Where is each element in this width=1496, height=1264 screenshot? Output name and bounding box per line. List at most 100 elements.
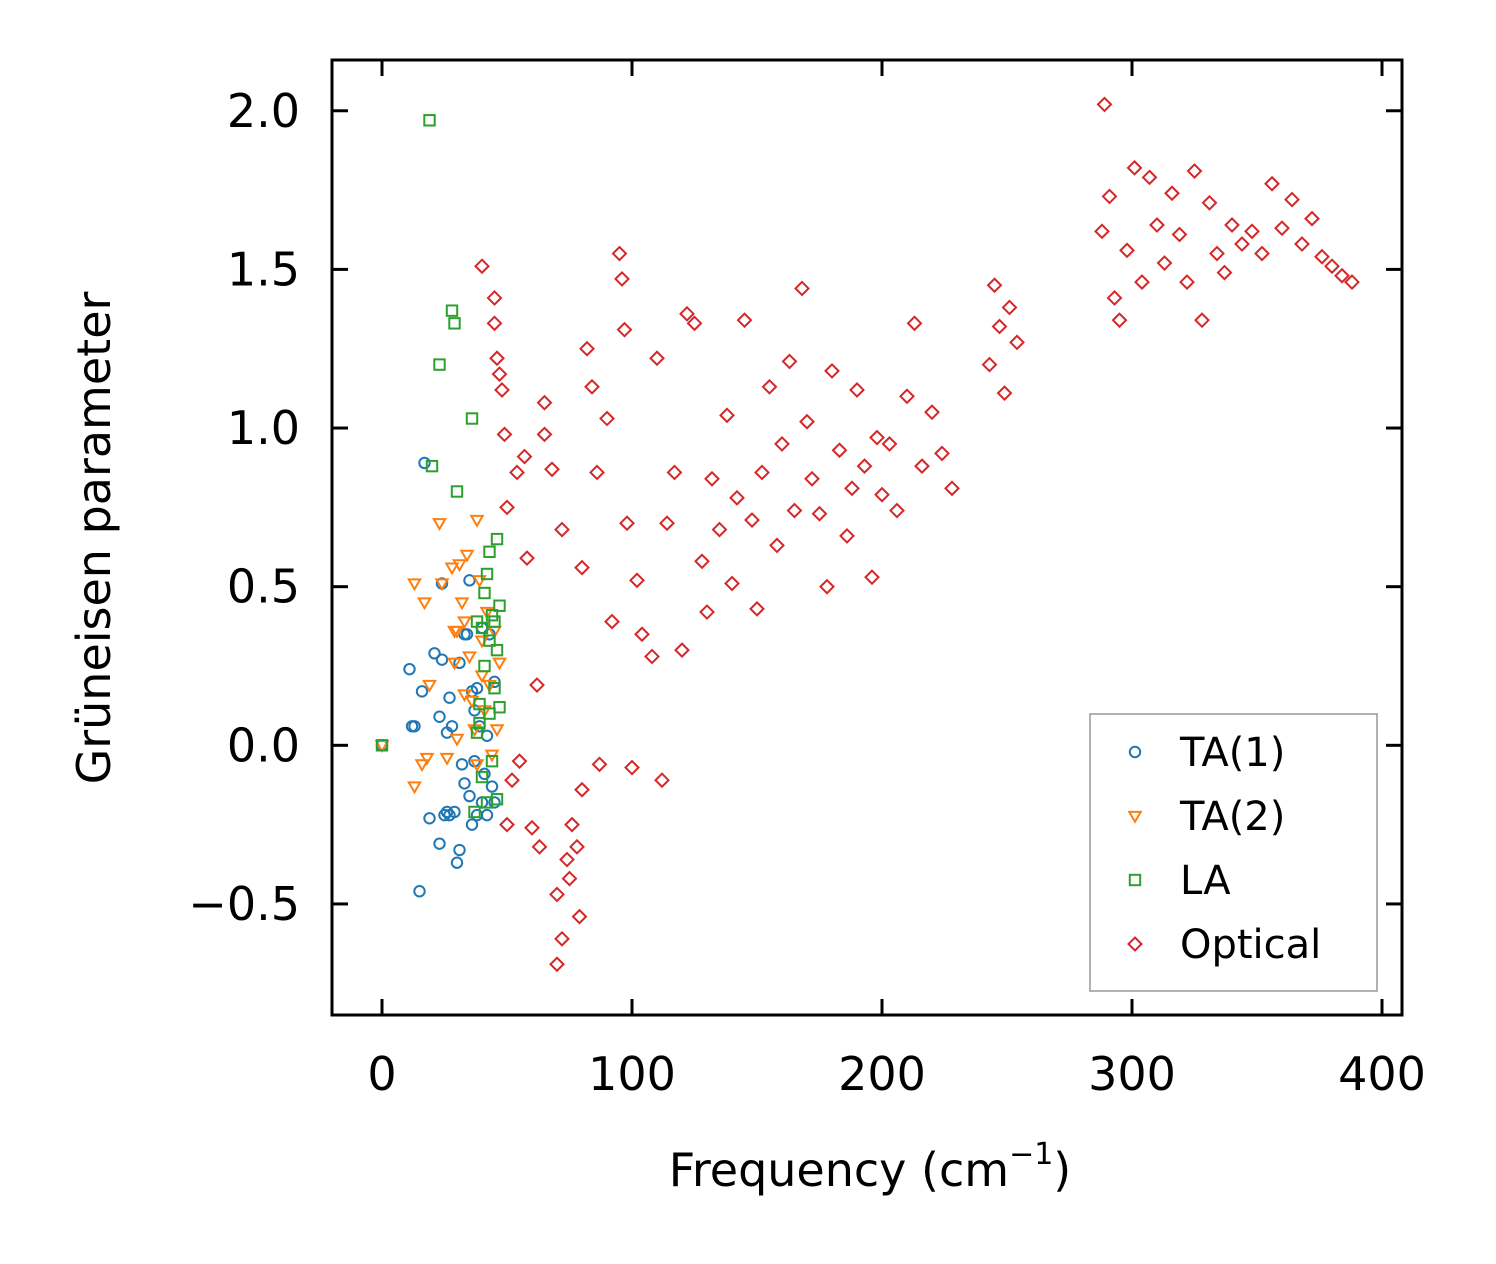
data-point — [445, 720, 459, 733]
y-tick-label: 0.5 — [227, 560, 300, 614]
data-point — [447, 657, 462, 671]
data-point — [452, 559, 467, 573]
data-point — [591, 756, 608, 773]
data-point — [1186, 163, 1203, 179]
data-point — [455, 758, 469, 771]
data-point — [511, 753, 528, 770]
data-point — [811, 505, 828, 522]
x-axis-label-close: ) — [1053, 1143, 1071, 1197]
legend-marker — [1128, 745, 1142, 759]
x-tick-label: 400 — [1338, 1047, 1426, 1101]
data-point — [453, 843, 466, 857]
data-point — [428, 647, 441, 660]
data-point — [589, 464, 605, 481]
data-point — [407, 578, 422, 592]
data-point — [440, 805, 454, 819]
data-point — [458, 777, 471, 790]
data-point — [435, 653, 449, 666]
data-point — [619, 515, 635, 532]
x-tick-label: 300 — [1088, 1047, 1176, 1101]
data-point — [744, 512, 760, 528]
y-tick-label: 1.5 — [227, 242, 300, 296]
data-point — [906, 315, 923, 332]
legend-box — [1089, 713, 1378, 992]
legend-marker — [1127, 936, 1143, 952]
data-point — [473, 697, 486, 711]
data-point — [496, 426, 513, 443]
data-point — [774, 435, 790, 452]
legend-label: TA(2) — [1179, 794, 1285, 840]
data-point — [1001, 299, 1018, 316]
data-point — [736, 312, 753, 329]
data-point — [819, 578, 835, 595]
data-point — [480, 567, 494, 581]
data-point — [465, 412, 479, 425]
data-point — [694, 553, 710, 570]
data-point — [574, 781, 590, 798]
data-point — [1194, 312, 1210, 329]
legend: TA(1) TA(2) LA Optical — [1089, 713, 1378, 992]
data-point — [489, 724, 505, 738]
data-point — [449, 625, 465, 639]
data-point — [1254, 245, 1270, 262]
data-point — [413, 885, 426, 898]
data-point — [1141, 169, 1158, 186]
data-point — [704, 470, 720, 487]
data-point — [494, 382, 510, 398]
data-point — [604, 613, 620, 630]
data-point — [711, 521, 728, 538]
data-point — [1284, 191, 1300, 208]
data-point — [579, 340, 595, 357]
data-point — [659, 515, 675, 532]
data-point — [415, 685, 429, 698]
data-point — [686, 315, 703, 332]
data-point — [472, 575, 487, 589]
data-point — [509, 464, 525, 481]
data-point — [499, 499, 515, 516]
data-point — [724, 575, 740, 592]
data-point — [1101, 188, 1118, 205]
data-point — [614, 271, 630, 287]
data-point — [934, 445, 950, 462]
data-point — [490, 532, 504, 546]
data-point — [569, 838, 585, 855]
data-point — [1264, 175, 1280, 192]
legend-entry: Optical — [1127, 922, 1321, 968]
x-tick-label: 200 — [838, 1047, 926, 1101]
series-la — [375, 114, 506, 819]
data-point — [1304, 210, 1320, 227]
data-point — [432, 518, 447, 531]
data-point — [490, 643, 504, 657]
data-point — [544, 461, 560, 478]
data-point — [874, 486, 890, 503]
data-point — [536, 394, 553, 411]
data-point — [469, 514, 485, 528]
data-point — [824, 363, 840, 379]
data-point — [831, 442, 848, 459]
legend-entry: TA(2) — [1127, 794, 1285, 840]
data-point — [1149, 217, 1165, 233]
data-point — [473, 716, 486, 730]
data-point — [1314, 248, 1330, 265]
data-point — [1209, 245, 1225, 262]
data-point — [470, 682, 484, 695]
data-point — [624, 759, 640, 776]
data-point — [474, 258, 490, 275]
data-point — [422, 679, 437, 693]
data-point — [475, 621, 489, 635]
data-point — [419, 752, 435, 766]
data-point — [769, 537, 785, 554]
data-point — [489, 350, 505, 367]
data-point — [459, 549, 475, 563]
data-point — [844, 480, 860, 497]
data-point — [1164, 185, 1180, 202]
data-point — [1324, 258, 1340, 275]
data-point — [524, 819, 540, 836]
data-point — [486, 315, 503, 332]
data-point — [1094, 223, 1110, 240]
data-point — [571, 908, 588, 925]
data-point — [536, 426, 553, 443]
data-point — [996, 385, 1013, 402]
data-point — [408, 720, 421, 733]
data-point — [1234, 236, 1250, 252]
